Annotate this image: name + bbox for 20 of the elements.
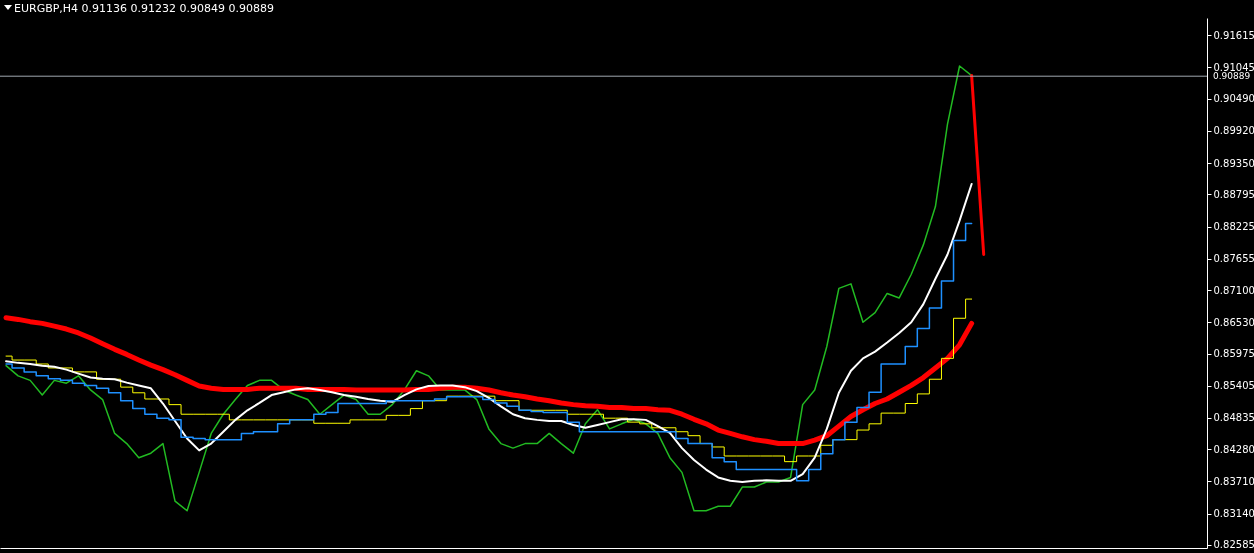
line-series — [5, 65, 973, 512]
y-tick-label: 0.90490 — [1213, 93, 1254, 105]
y-tick-label: 0.84835 — [1213, 412, 1254, 424]
y-tick-label: 0.89350 — [1213, 157, 1254, 169]
ref-line-label: 0.90889 — [1213, 71, 1251, 82]
y-tick-label: 0.83140 — [1213, 508, 1254, 520]
y-tick-label: 0.87655 — [1213, 253, 1254, 265]
y-tick-label: 0.85405 — [1213, 380, 1254, 392]
y-tick-label: 0.91615 — [1213, 29, 1254, 41]
y-tick-label: 0.84280 — [1213, 443, 1254, 455]
y-tick-label: 0.85975 — [1213, 348, 1254, 360]
y-tick-label: 0.86530 — [1213, 316, 1254, 328]
chart-title: EURGBP,H4 0.91136 0.91232 0.90849 0.90889 — [14, 2, 275, 15]
y-tick-label: 0.88225 — [1213, 221, 1254, 233]
y-tick-label: 0.82585 — [1213, 539, 1254, 551]
y-tick-label: 0.87100 — [1213, 284, 1254, 296]
y-tick-label: 0.91045 — [1213, 61, 1254, 73]
y-tick-label: 0.88795 — [1213, 188, 1254, 200]
y-tick-label: 0.89920 — [1213, 125, 1254, 137]
y-tick-label: 0.83710 — [1213, 475, 1254, 487]
